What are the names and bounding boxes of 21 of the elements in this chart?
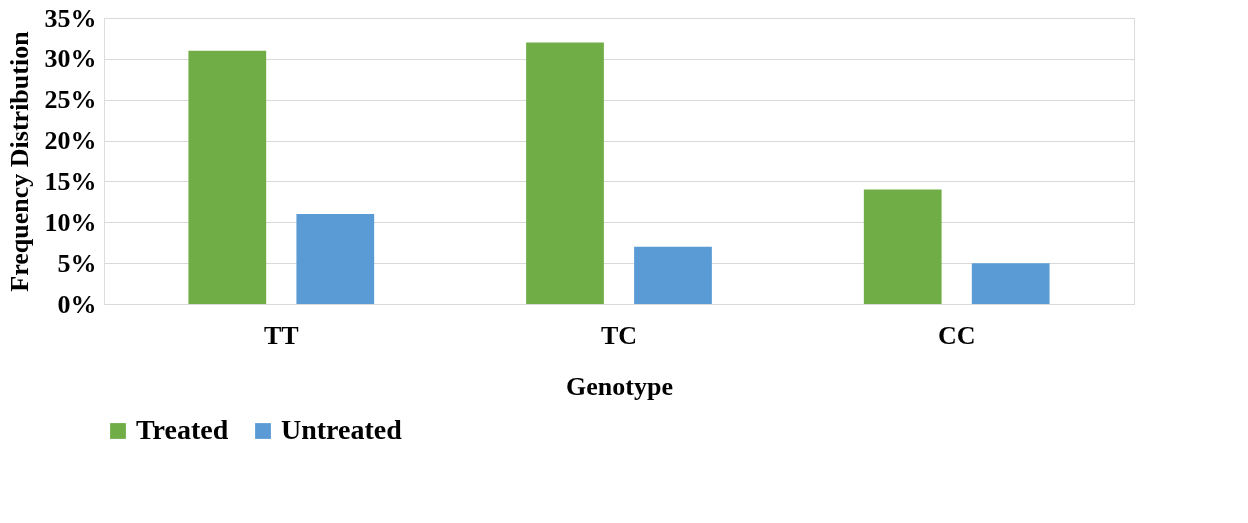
x-tick-label: TC bbox=[600, 320, 638, 350]
y-tick-label: 15% bbox=[44, 166, 97, 196]
y-tick-label: 5% bbox=[57, 248, 97, 278]
bar bbox=[296, 214, 375, 304]
x-tick-label: TT bbox=[263, 320, 299, 350]
legend-label: Treated bbox=[136, 414, 229, 445]
bar bbox=[188, 50, 267, 304]
y-axis-title: Frequency Distribution bbox=[4, 30, 34, 292]
x-tick-label: CC bbox=[937, 320, 976, 350]
bar bbox=[863, 189, 942, 304]
bar bbox=[634, 246, 712, 304]
y-tick-label: 25% bbox=[44, 85, 97, 115]
y-tick-label: 20% bbox=[44, 126, 97, 156]
y-tick-label: 0% bbox=[57, 289, 97, 319]
y-tick-label: 30% bbox=[44, 44, 97, 74]
bar bbox=[971, 263, 1050, 304]
x-axis-title: Genotype bbox=[566, 371, 673, 401]
legend-label: Untreated bbox=[281, 414, 403, 445]
bar bbox=[526, 42, 604, 304]
y-tick-label: 35% bbox=[44, 3, 97, 33]
y-tick-label: 10% bbox=[44, 207, 97, 237]
